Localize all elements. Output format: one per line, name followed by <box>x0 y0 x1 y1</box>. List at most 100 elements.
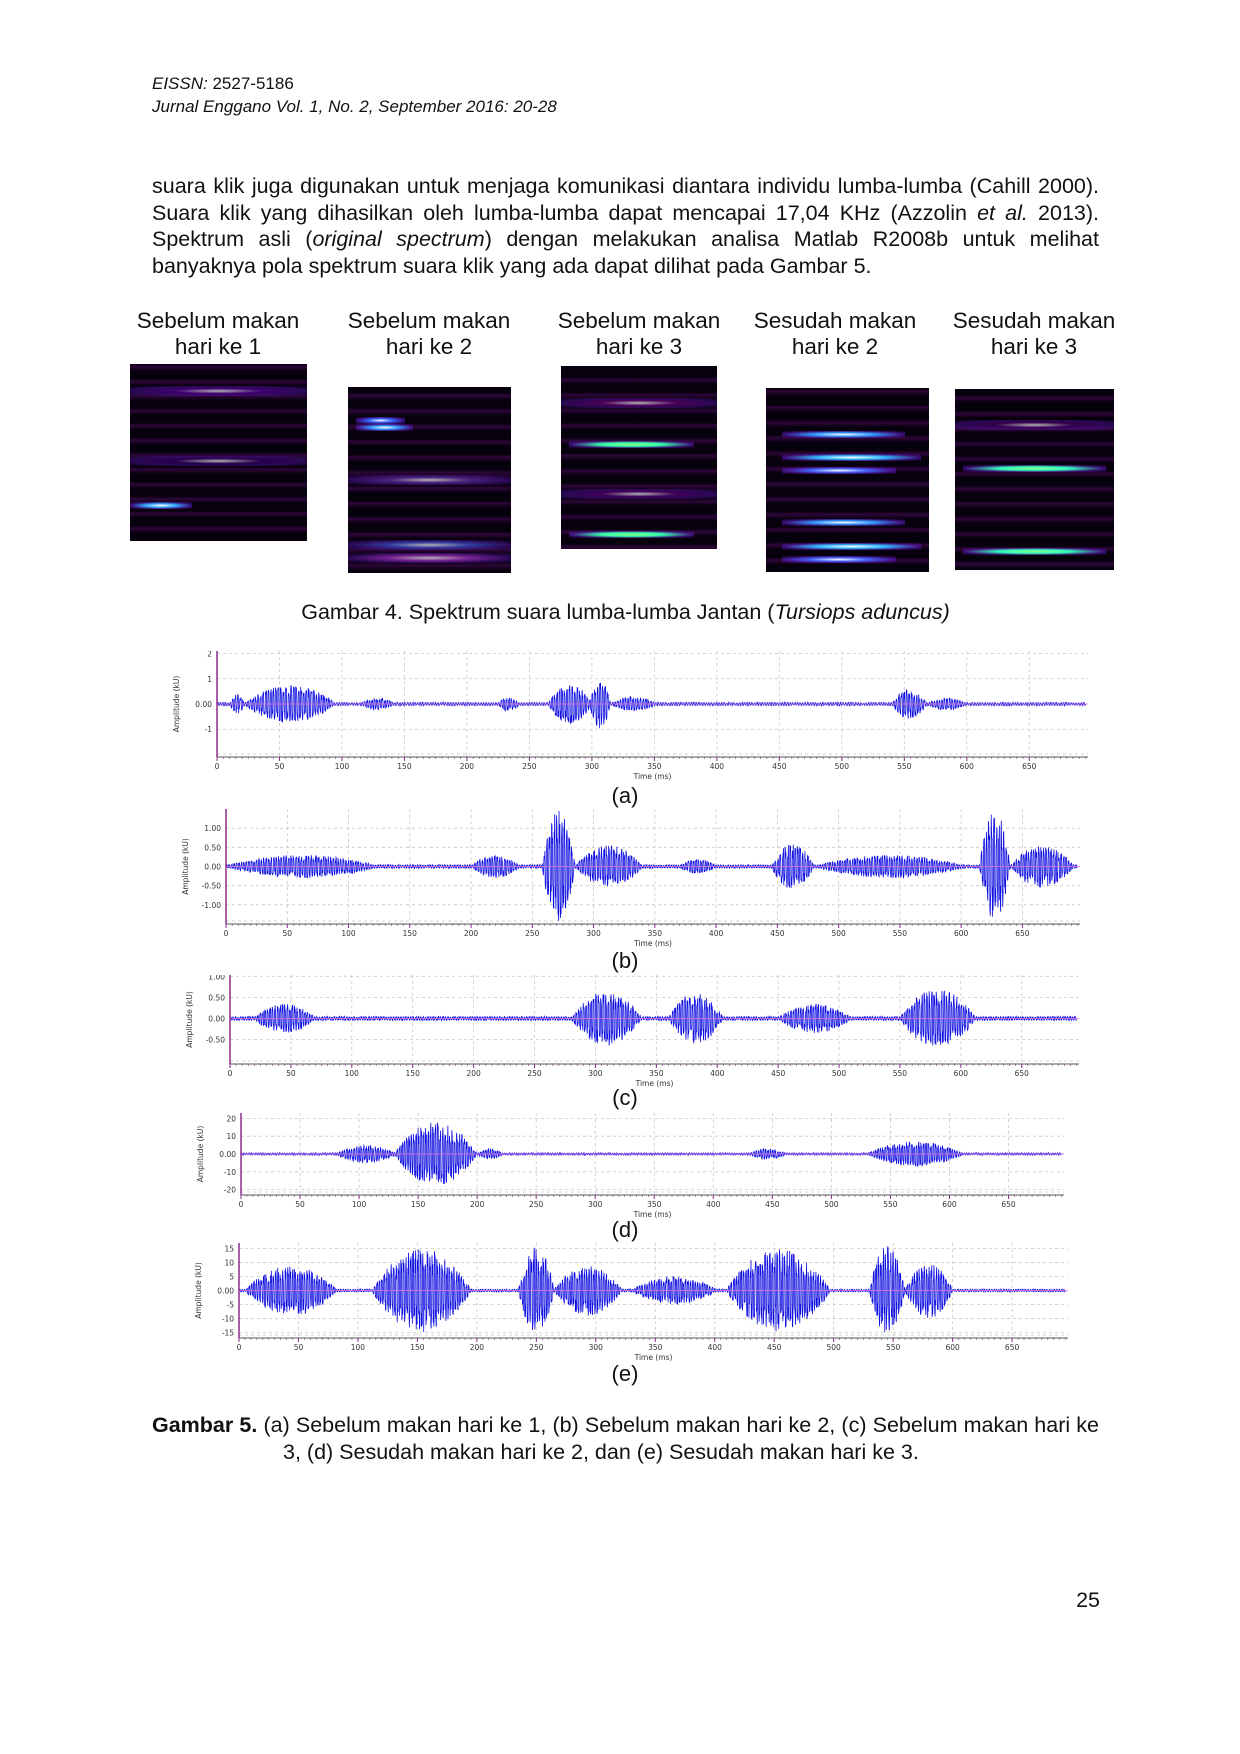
y-tick-label: 0.00 <box>204 863 221 872</box>
caption-text: Gambar 4. Spektrum suara lumba-lumba Jan… <box>301 600 775 624</box>
spectral-band <box>782 430 905 438</box>
x-tick-label: 0 <box>239 1200 244 1209</box>
journal-info: Jurnal Enggano Vol. 1, No. 2, September … <box>152 97 557 116</box>
y-tick-label: 1.00 <box>204 824 221 833</box>
y-tick-label: -20 <box>224 1186 236 1195</box>
x-tick-label: 600 <box>942 1200 957 1209</box>
x-axis-label: Time (ms) <box>633 1210 672 1219</box>
caption-text: (a) Sebelum makan hari ke 1, (b) Sebelum… <box>257 1413 1099 1464</box>
x-tick-label: 650 <box>1015 929 1030 938</box>
x-tick-label: 300 <box>588 1069 603 1078</box>
text: 2013). Spektrum asli ( <box>152 200 1099 252</box>
x-tick-label: 100 <box>341 929 356 938</box>
x-tick-label: 550 <box>893 1069 908 1078</box>
y-tick-label: 10 <box>224 1259 234 1268</box>
y-tick-label: -15 <box>222 1328 234 1337</box>
spectrum-label: Sesudah makan hari ke 2 <box>753 308 917 359</box>
x-tick-label: 50 <box>282 929 292 938</box>
x-tick-label: 250 <box>529 1200 544 1209</box>
y-axis-label: Amplitude (kU) <box>185 991 194 1048</box>
x-tick-label: 400 <box>709 929 724 938</box>
x-tick-label: 500 <box>824 1200 839 1209</box>
y-axis-label: Amplitude (kU) <box>181 838 190 895</box>
y-tick-label: -5 <box>227 1300 235 1309</box>
x-tick-label: 200 <box>470 1343 485 1352</box>
spectral-band <box>568 441 694 449</box>
x-tick-label: 350 <box>648 929 663 938</box>
y-tick-label: 1.00 <box>208 975 225 981</box>
y-axis-label: Amplitude (kU) <box>196 1126 205 1183</box>
x-axis-label: Time (ms) <box>634 1353 673 1362</box>
y-tick-label: 0.00 <box>219 1150 236 1159</box>
spectral-band <box>348 540 511 551</box>
spectral-band <box>348 475 511 485</box>
eissn-label: EISSN: <box>152 74 208 93</box>
y-tick-label: 0.00 <box>208 1014 225 1023</box>
spectral-band <box>130 502 192 510</box>
x-tick-label: 650 <box>1005 1343 1020 1352</box>
x-tick-label: 500 <box>832 1069 847 1078</box>
y-tick-label: -10 <box>222 1314 234 1323</box>
x-tick-label: 50 <box>294 1343 304 1352</box>
subfigure-label: (c) <box>612 1085 638 1110</box>
x-tick-label: 250 <box>527 1069 542 1078</box>
waveform-line <box>216 682 1086 729</box>
x-tick-label: 600 <box>960 762 975 771</box>
x-tick-label: 650 <box>1022 762 1037 771</box>
x-axis-label: Time (ms) <box>633 939 672 948</box>
x-tick-label: 350 <box>647 1200 662 1209</box>
y-tick-label: 5 <box>229 1273 234 1282</box>
caption-label: Gambar 5. <box>152 1413 258 1437</box>
x-tick-label: 300 <box>589 1343 604 1352</box>
x-axis-label: Time (ms) <box>633 772 672 781</box>
x-tick-label: 150 <box>411 1200 426 1209</box>
x-tick-label: 500 <box>827 1343 842 1352</box>
x-tick-label: 650 <box>1015 1069 1030 1078</box>
x-tick-label: 500 <box>831 929 846 938</box>
italic-text: et al. <box>977 200 1028 225</box>
x-tick-label: 150 <box>397 762 412 771</box>
x-tick-label: 300 <box>588 1200 603 1209</box>
spectrum-label: Sebelum makan hari ke 1 <box>136 308 300 359</box>
x-tick-label: 200 <box>464 929 479 938</box>
spectral-band <box>782 555 897 563</box>
x-tick-label: 200 <box>466 1069 481 1078</box>
x-tick-label: 450 <box>772 762 787 771</box>
spectrogram-image <box>955 389 1114 570</box>
spectral-band <box>130 456 307 467</box>
x-tick-label: 0 <box>215 762 220 771</box>
waveform-chart: 0 50 100 150 200 250 300 350 400 450 500 550 600 650 1… <box>181 809 1080 948</box>
x-tick-label: 350 <box>647 762 662 771</box>
spectral-band <box>356 424 414 432</box>
x-tick-label: 300 <box>585 762 600 771</box>
y-tick-label: -0.50 <box>202 882 222 891</box>
spectral-band <box>955 420 1114 431</box>
x-tick-label: 350 <box>649 1069 664 1078</box>
page-number: 25 <box>1076 1588 1100 1612</box>
y-tick-label: 10 <box>226 1132 236 1141</box>
x-tick-label: 0 <box>237 1343 242 1352</box>
y-axis-label: Amplitude (kU) <box>172 676 181 733</box>
x-tick-label: 650 <box>1001 1200 1016 1209</box>
y-tick-label: 2 <box>207 651 212 659</box>
x-tick-label: 50 <box>286 1069 296 1078</box>
spectral-band <box>962 465 1107 473</box>
x-tick-label: 100 <box>351 1343 366 1352</box>
x-tick-label: 600 <box>954 1069 969 1078</box>
spectral-band <box>782 454 921 462</box>
y-tick-label: 0.50 <box>208 993 225 1002</box>
figure-4-caption: Gambar 4. Spektrum suara lumba-lumba Jan… <box>152 600 1099 625</box>
spectrogram-image <box>130 364 307 541</box>
waveform-chart: 0 50 100 150 200 250 300 350 400 450 500 550 600 650 2… <box>196 1113 1064 1219</box>
caption-species: Tursiops aduncus) <box>774 600 950 624</box>
spectral-band <box>962 548 1107 556</box>
spectrogram-image <box>766 388 929 572</box>
subfigure-label: (b) <box>611 948 639 973</box>
waveform-line <box>240 1122 1062 1185</box>
x-tick-label: 600 <box>954 929 969 938</box>
x-tick-label: 400 <box>710 1069 725 1078</box>
y-tick-label: 0.00 <box>217 1287 234 1296</box>
spectral-band <box>356 416 406 424</box>
x-tick-label: 0 <box>228 1069 233 1078</box>
x-tick-label: 450 <box>767 1343 782 1352</box>
